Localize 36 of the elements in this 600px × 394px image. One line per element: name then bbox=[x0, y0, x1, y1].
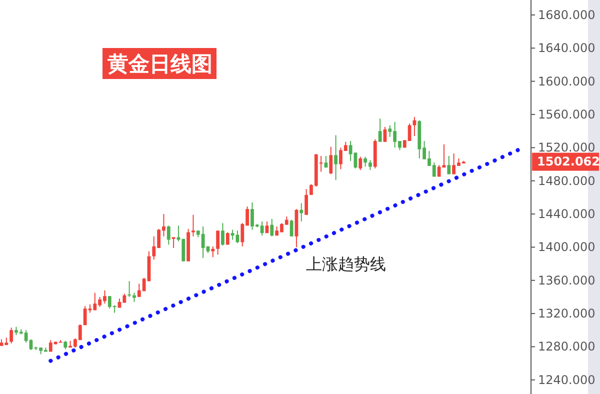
candlestick bbox=[192, 214, 195, 237]
candlestick bbox=[368, 160, 372, 171]
candlestick bbox=[221, 222, 224, 246]
y-tick-label: 1520.000 bbox=[538, 140, 596, 155]
candlestick bbox=[166, 225, 170, 246]
y-tick-label: 1400.000 bbox=[538, 240, 596, 254]
y-tick-label: 1320.000 bbox=[538, 306, 596, 321]
candlestick bbox=[290, 219, 294, 237]
candlestick bbox=[216, 230, 220, 256]
y-tick-label: 1680.000 bbox=[538, 8, 596, 22]
candlestick bbox=[226, 232, 230, 246]
text: 黄金日线图 bbox=[106, 52, 212, 76]
candlestick bbox=[10, 327, 14, 344]
y-tick-label: 1240.000 bbox=[538, 372, 596, 387]
candlestick bbox=[378, 118, 382, 142]
candlestick bbox=[358, 156, 362, 171]
candlestick bbox=[211, 246, 215, 258]
candlestick bbox=[128, 280, 132, 298]
y-tick-label: 1440.000 bbox=[538, 207, 596, 222]
y-tick-label: 1600.000 bbox=[538, 74, 596, 88]
annotation: 上涨趋势线 bbox=[306, 254, 386, 274]
y-tick-label: 1280.000 bbox=[538, 340, 596, 354]
candlestick bbox=[132, 292, 136, 302]
candlestick bbox=[334, 134, 338, 180]
y-tick-label: 1640.000 bbox=[538, 41, 596, 56]
y-tick-label: 1480.000 bbox=[538, 174, 596, 188]
candlestick bbox=[329, 146, 333, 175]
y-tick-label: 1360.000 bbox=[538, 273, 596, 288]
candlestick bbox=[364, 156, 368, 168]
candlestick bbox=[447, 155, 451, 175]
candlestick bbox=[304, 188, 308, 216]
candlestick bbox=[300, 202, 304, 222]
text: 1502.062 bbox=[537, 154, 600, 169]
candlestick bbox=[270, 218, 274, 237]
y-tick-label: 1560.000 bbox=[538, 107, 596, 122]
candlestick bbox=[172, 236, 176, 249]
